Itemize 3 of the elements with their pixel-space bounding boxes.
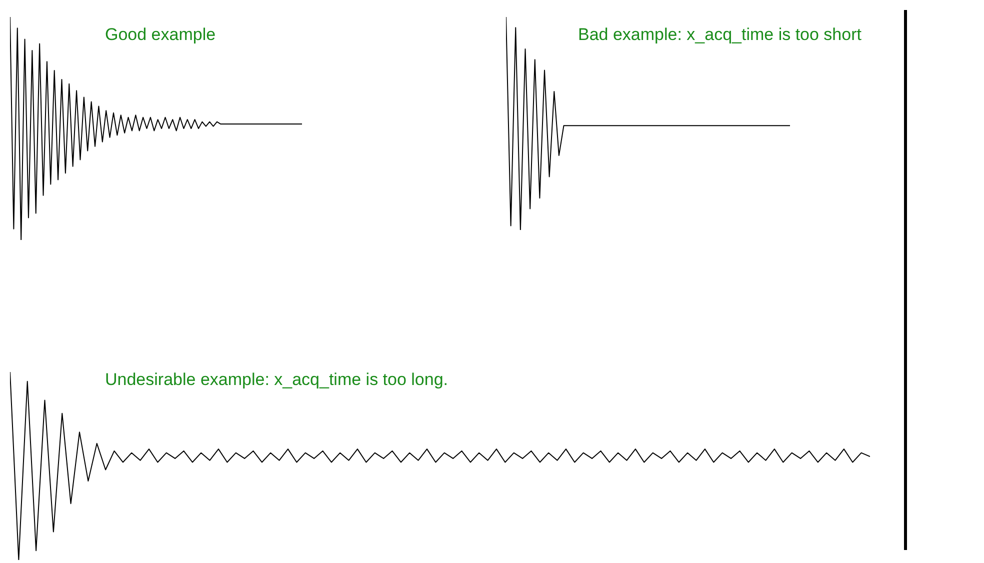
text: Bad example: x_acq_time is too short bbox=[578, 25, 862, 45]
chart-title: Undesirable example: x_acq_time is too long. bbox=[105, 370, 448, 390]
text: Good example bbox=[105, 25, 216, 45]
